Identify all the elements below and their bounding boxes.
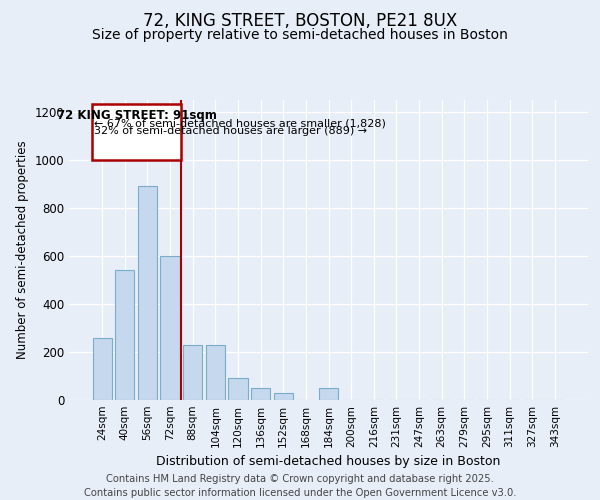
Bar (319, 388, 338, 400)
Text: Size of property relative to semi-detached houses in Boston: Size of property relative to semi-detach… (92, 28, 508, 42)
Bar (92, 338, 112, 400)
Bar (251, 388, 270, 400)
FancyBboxPatch shape (92, 104, 181, 160)
Y-axis label: Number of semi-detached properties: Number of semi-detached properties (16, 140, 29, 360)
Bar (206, 345, 225, 400)
Bar (138, 186, 157, 400)
Bar (229, 378, 248, 400)
Bar (183, 345, 202, 400)
Bar (115, 270, 134, 400)
Text: Contains HM Land Registry data © Crown copyright and database right 2025.
Contai: Contains HM Land Registry data © Crown c… (84, 474, 516, 498)
X-axis label: Distribution of semi-detached houses by size in Boston: Distribution of semi-detached houses by … (157, 456, 500, 468)
Text: 32% of semi-detached houses are larger (889) →: 32% of semi-detached houses are larger (… (94, 126, 367, 136)
Bar (160, 256, 180, 400)
Text: 72 KING STREET: 91sqm: 72 KING STREET: 91sqm (57, 109, 217, 122)
Text: 72, KING STREET, BOSTON, PE21 8UX: 72, KING STREET, BOSTON, PE21 8UX (143, 12, 457, 30)
Text: ← 67% of semi-detached houses are smaller (1,828): ← 67% of semi-detached houses are smalle… (94, 118, 386, 128)
Bar (274, 393, 293, 400)
